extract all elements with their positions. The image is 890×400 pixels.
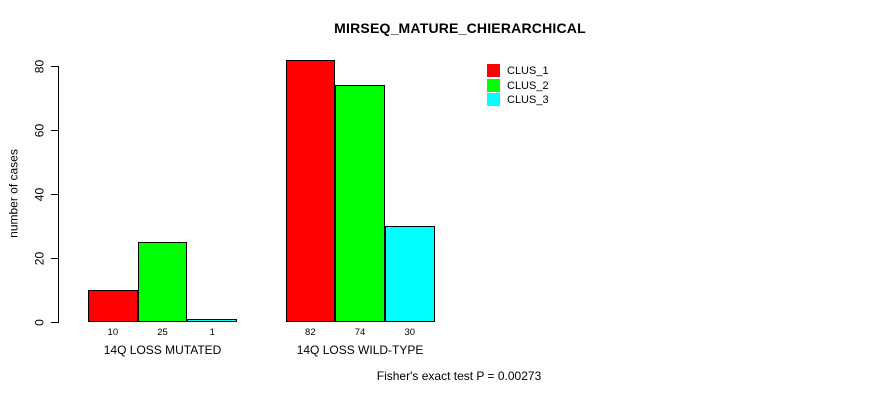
chart-title: MIRSEQ_MATURE_CHIERARCHICAL [334,20,586,36]
y-tick-label: 40 [32,187,47,201]
y-axis-tick [51,66,58,67]
legend-label: CLUS_2 [507,79,549,92]
y-axis-tick [51,194,58,195]
footnote-annotation: Fisher's exact test P = 0.00273 [376,369,542,383]
y-tick-label: 60 [32,123,47,137]
y-tick-label: 80 [32,59,47,73]
x-category-label: 14Q LOSS WILD-TYPE [296,343,424,357]
y-axis-tick [51,258,58,259]
legend-swatch [487,64,500,77]
bar-value-label: 10 [107,327,119,338]
bar [384,226,435,322]
legend-swatch [487,78,500,92]
legend-label: CLUS_3 [507,94,549,107]
y-axis-tick [51,130,58,131]
bar-value-label: 74 [354,327,366,338]
bar [335,85,385,322]
bar-value-label: 82 [305,327,316,338]
bar [285,59,336,322]
y-axis-line [58,66,59,323]
bar [137,242,188,322]
legend-swatch [487,93,500,107]
bar [187,318,238,322]
bar-value-label: 30 [404,327,416,338]
x-category-label: 14Q LOSS MUTATED [103,343,222,357]
bar-value-label: 1 [209,327,215,338]
y-axis-tick [51,322,58,323]
y-tick-label: 20 [32,251,47,265]
y-tick-label: 0 [32,318,47,326]
legend-label: CLUS_1 [507,65,549,77]
bar-value-label: 25 [157,327,168,338]
bar [88,290,138,322]
